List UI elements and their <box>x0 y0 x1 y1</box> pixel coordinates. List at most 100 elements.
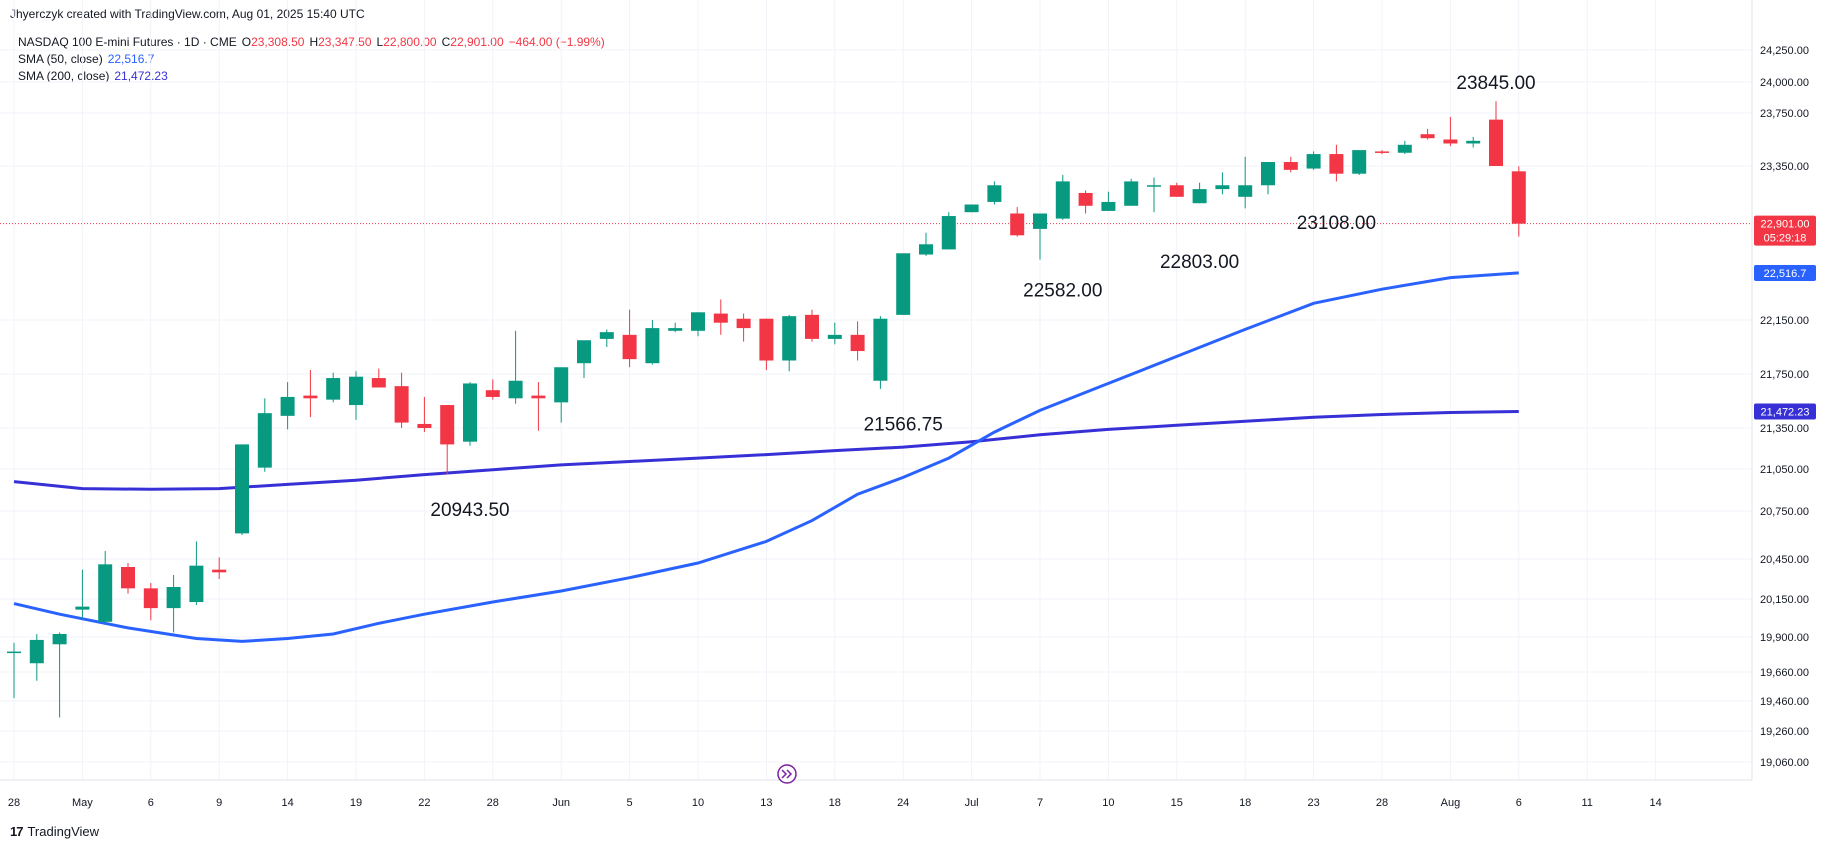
candle-body <box>691 312 705 331</box>
candle <box>759 318 774 370</box>
candle-body <box>873 318 888 381</box>
candle <box>1055 174 1070 220</box>
candle <box>1010 207 1025 237</box>
grid-lines <box>0 0 1752 780</box>
candle-body <box>29 639 44 664</box>
low-label: L <box>376 35 384 49</box>
time-tick-label: 6 <box>148 797 154 809</box>
price-tick-label: 19,260.00 <box>1760 726 1809 738</box>
candle <box>873 316 888 389</box>
candle-body <box>964 204 979 213</box>
last-price-badge-label: 22,901.00 <box>1761 219 1810 231</box>
price-tick-label: 24,250.00 <box>1760 45 1809 57</box>
candle-body <box>485 390 500 397</box>
last-price-badge-countdown: 05:29:18 <box>1764 233 1807 245</box>
candle-body <box>1078 192 1093 206</box>
time-axis[interactable]: 28 May 6 9 14 19 22 28 Jun 5 10 13 18 24 Jul 7 10 15 18 23 2… <box>8 797 1662 809</box>
candle <box>1033 213 1047 260</box>
candle <box>827 322 842 345</box>
price-tick-label: 24,000.00 <box>1760 77 1809 89</box>
candle-body <box>599 332 614 339</box>
legend-sma50-row[interactable]: SMA (50, close) 22,516.7 <box>18 51 610 68</box>
price-tick-label: 19,660.00 <box>1760 667 1809 679</box>
candle-body <box>508 380 523 399</box>
candle-body <box>1261 162 1275 186</box>
price-tick-label: 19,460.00 <box>1760 696 1809 708</box>
candle-body <box>1033 213 1047 229</box>
candle-body <box>303 395 318 399</box>
time-tick-label: Aug <box>1441 797 1461 809</box>
candle <box>599 329 614 347</box>
legend-sma200-row[interactable]: SMA (200, close) 21,472.23 <box>18 68 610 85</box>
time-tick-label: 5 <box>627 797 633 809</box>
candle <box>1329 144 1344 182</box>
time-tick-label: 19 <box>350 797 362 809</box>
candle-body <box>1420 134 1435 139</box>
candle-body <box>1329 154 1344 174</box>
candle-body <box>1397 144 1412 153</box>
candle <box>1420 128 1435 140</box>
candle <box>1192 182 1207 204</box>
candle <box>98 551 113 625</box>
candle <box>645 320 660 365</box>
candle-body <box>1238 185 1253 197</box>
candle-body <box>7 651 21 654</box>
candles <box>7 101 1526 718</box>
scroll-to-realtime-button[interactable] <box>777 764 797 784</box>
time-tick-label: 13 <box>760 797 772 809</box>
legend-symbol-row[interactable]: NASDAQ 100 E-mini Futures · 1D · CME O23,… <box>18 34 610 51</box>
candle <box>1238 156 1253 209</box>
candle <box>303 369 318 418</box>
candle-body <box>440 405 455 445</box>
time-tick-label: 23 <box>1307 797 1319 809</box>
candle-body <box>1489 119 1503 166</box>
candle <box>7 642 21 699</box>
candle <box>1352 150 1367 175</box>
sma50-badge: 22,516.7 <box>1754 264 1816 281</box>
candle <box>212 557 227 579</box>
candle <box>235 444 249 535</box>
candle-body <box>1169 185 1184 197</box>
candle-body <box>827 334 842 339</box>
candle <box>257 398 272 472</box>
candle <box>850 321 865 361</box>
price-tick-label: 20,750.00 <box>1760 506 1809 518</box>
price-annotation: 20943.50 <box>430 500 509 521</box>
candle <box>1443 116 1458 147</box>
candle <box>485 379 500 400</box>
candle-body <box>1055 181 1070 219</box>
candle-body <box>987 185 1002 202</box>
price-axis[interactable]: 24,250.00 24,000.00 23,750.00 23,350.00 22,1… <box>1760 45 1809 769</box>
candle <box>713 299 728 335</box>
candle-body <box>782 316 797 361</box>
candle-body <box>1147 185 1161 187</box>
candle <box>964 204 979 213</box>
candle-body <box>1124 181 1139 206</box>
candle-body <box>1306 154 1321 169</box>
candle <box>417 396 432 433</box>
candle-body <box>1511 171 1526 224</box>
price-annotations: 23845.00 23108.00 22803.00 22582.00 21566.75… <box>430 73 1535 521</box>
candle <box>440 405 455 475</box>
candle <box>349 371 363 420</box>
footer-brand[interactable]: 17 TradingView <box>10 824 99 839</box>
time-tick-label: 14 <box>1649 797 1661 809</box>
last-price-badge-bg <box>1754 215 1816 246</box>
high-label: H <box>309 35 319 49</box>
candle <box>143 583 158 621</box>
candle-body <box>736 318 751 329</box>
candle <box>941 212 956 250</box>
sma50-value: 22,516.7 <box>107 52 155 66</box>
candle-body <box>189 565 204 603</box>
price-annotation: 22582.00 <box>1023 281 1102 302</box>
candle-body <box>235 444 249 534</box>
candle-body <box>896 253 911 315</box>
symbol-name: NASDAQ 100 E-mini Futures · 1D · CME <box>18 35 237 49</box>
open-value: 23,308.50 <box>251 35 305 49</box>
candle-body <box>919 244 933 255</box>
scroll-forward-icon <box>781 769 793 779</box>
close-value: 22,901.00 <box>450 35 504 49</box>
open-label: O <box>241 35 252 49</box>
price-tick-label: 20,450.00 <box>1760 554 1809 566</box>
